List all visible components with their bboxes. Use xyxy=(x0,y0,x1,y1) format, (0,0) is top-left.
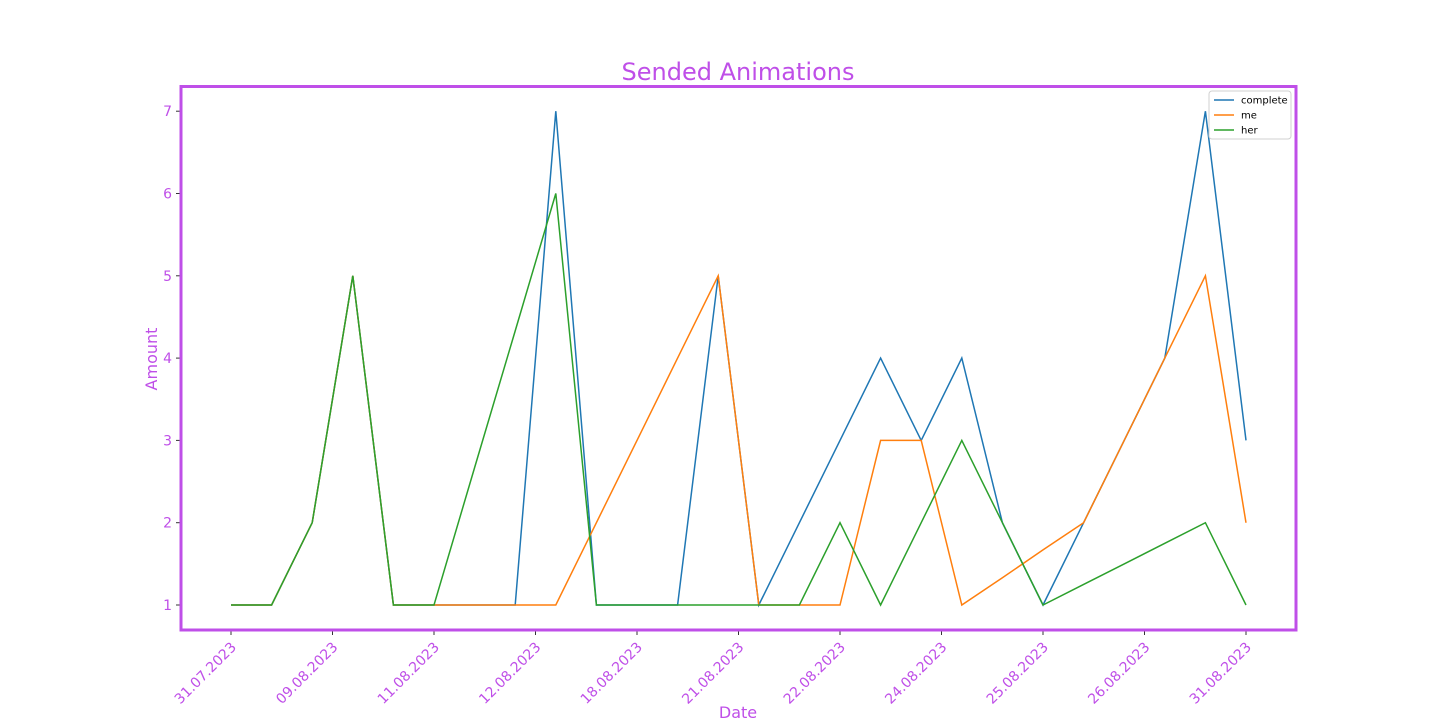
series-line-complete xyxy=(231,111,1247,608)
x-tick-label: 25.08.2023 xyxy=(984,640,1052,708)
x-tick-label: 11.08.2023 xyxy=(375,640,443,708)
x-tick-label: 18.08.2023 xyxy=(578,640,646,708)
x-tick-label: 21.08.2023 xyxy=(679,640,747,708)
legend-box xyxy=(1208,90,1292,140)
y-axis-label: Amount xyxy=(142,328,161,391)
legend: complete me her xyxy=(1208,90,1292,140)
legend-label-me: me xyxy=(1241,111,1257,122)
y-tick-label: 5 xyxy=(163,269,172,285)
y-tick-label: 3 xyxy=(163,433,172,449)
x-axis-label: Date xyxy=(719,703,757,720)
legend-label-complete: complete xyxy=(1241,96,1288,107)
x-tick-label: 31.07.2023 xyxy=(172,640,240,708)
x-tick-label: 26.08.2023 xyxy=(1085,640,1153,708)
y-tick-label: 1 xyxy=(163,598,172,614)
series-lines xyxy=(231,111,1247,608)
x-tick-label: 31.08.2023 xyxy=(1187,640,1255,708)
plot-frame xyxy=(179,85,1298,632)
x-tick-label: 22.08.2023 xyxy=(781,640,849,708)
y-tick-label: 7 xyxy=(163,104,172,120)
x-tick-label: 09.08.2023 xyxy=(273,640,341,708)
x-tick-label: 12.08.2023 xyxy=(476,640,544,708)
chart-title: Sended Animations xyxy=(622,58,855,86)
legend-label-her: her xyxy=(1241,126,1258,137)
y-tick-label: 6 xyxy=(163,187,172,203)
x-axis: 31.07.2023 09.08.2023 11.08.2023 12.08.2023… xyxy=(172,630,1255,708)
series-line-her xyxy=(231,193,1247,607)
x-tick-label: 24.08.2023 xyxy=(882,640,950,708)
series-line-me xyxy=(231,273,1247,607)
y-tick-label: 2 xyxy=(163,516,172,532)
y-tick-label: 4 xyxy=(163,351,172,367)
y-axis: 1 2 3 4 5 6 7 xyxy=(163,104,181,614)
